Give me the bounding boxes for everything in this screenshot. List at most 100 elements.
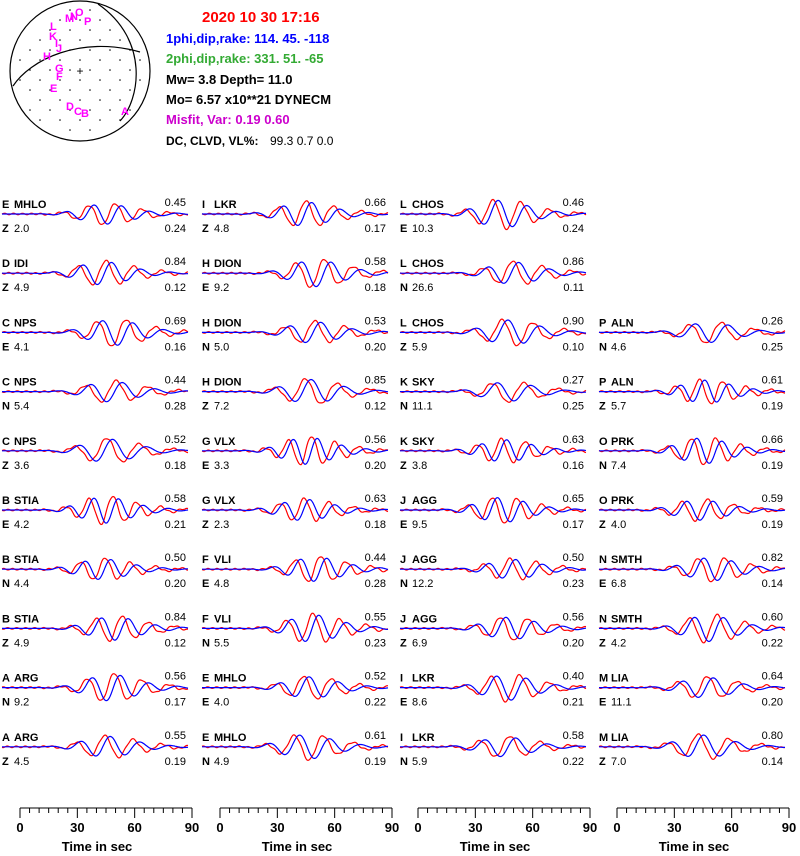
station-name: DION <box>214 258 242 270</box>
x-tick-label: 30 <box>270 820 284 835</box>
synthetic-waveform <box>400 616 587 640</box>
distance-value: 4.9 <box>214 756 229 768</box>
site-code: O <box>599 436 608 448</box>
component-label: E <box>400 519 407 531</box>
component-label: Z <box>599 401 606 413</box>
station-name: PRK <box>611 495 634 507</box>
waveform-panel: J AGG 0.50 N 12.2 0.23 <box>399 552 587 590</box>
distance-value: 4.6 <box>611 341 626 353</box>
site-code: M <box>599 732 608 744</box>
correlation-value: 0.44 <box>165 375 186 387</box>
x-tick-label: 60 <box>724 820 738 835</box>
x-axis-label: Time in sec <box>460 839 531 854</box>
synthetic-waveform <box>400 737 587 758</box>
magnitude-depth-text: Mw= 3.8 Depth= 11.0 <box>166 72 292 87</box>
site-code: P <box>599 317 606 329</box>
beachball-station-label: D <box>66 101 74 113</box>
waveform-panel: B STIA 0.84 Z 4.9 0.12 <box>1 611 189 649</box>
station-name: NPS <box>14 436 37 448</box>
waveform-panel: M LIA 0.80 Z 7.0 0.14 <box>598 730 786 768</box>
distance-value: 3.8 <box>412 460 427 472</box>
correlation-value: 0.50 <box>165 552 186 564</box>
station-name: ARG <box>14 673 38 685</box>
distance-value: 7.4 <box>611 460 626 472</box>
beachball-station-label: O <box>75 7 84 19</box>
variance-value: 0.22 <box>365 697 386 709</box>
site-code: J <box>400 554 406 566</box>
site-code: D <box>2 258 10 270</box>
waveform-panel: L CHOS 0.86 N 26.6 0.11 <box>399 256 587 294</box>
station-name: LKR <box>214 199 237 211</box>
waveform-panel: G VLX 0.56 E 3.3 0.20 <box>201 434 389 472</box>
waveform-panel: G VLX 0.63 Z 2.3 0.18 <box>201 493 389 531</box>
misfit-variance-text: Misfit, Var: 0.19 0.60 <box>166 112 290 127</box>
x-tick-label: 90 <box>782 820 796 835</box>
synthetic-waveform <box>400 439 587 462</box>
synthetic-waveform <box>2 497 189 524</box>
variance-value: 0.28 <box>365 578 386 590</box>
correlation-value: 0.63 <box>563 434 584 446</box>
site-code: I <box>202 199 205 211</box>
synthetic-waveform <box>202 498 388 521</box>
synthetic-waveform <box>2 674 189 702</box>
station-name: VLI <box>214 554 231 566</box>
site-code: P <box>599 377 606 389</box>
distance-value: 6.9 <box>412 637 427 649</box>
site-code: E <box>202 673 209 685</box>
distance-value: 5.5 <box>214 637 229 649</box>
waveform-panel: E MHLO 0.45 Z 2.0 0.24 <box>1 197 189 235</box>
variance-value: 0.20 <box>165 578 186 590</box>
site-code: J <box>400 495 406 507</box>
x-tick-label: 60 <box>127 820 141 835</box>
variance-value: 0.19 <box>762 401 783 413</box>
correlation-value: 0.55 <box>165 730 186 742</box>
waveform-panel: I LKR 0.58 N 5.9 0.22 <box>399 730 587 768</box>
x-tick-label: 0 <box>613 820 620 835</box>
waveform-panel: A ARG 0.55 Z 4.5 0.19 <box>1 730 189 768</box>
synthetic-waveform <box>202 437 389 465</box>
distance-value: 2.3 <box>214 519 229 531</box>
correlation-value: 0.60 <box>762 611 783 623</box>
component-label: E <box>2 341 9 353</box>
correlation-value: 0.84 <box>165 256 186 268</box>
correlation-value: 0.44 <box>365 552 386 564</box>
waveform-panel: L CHOS 0.90 Z 5.9 0.10 <box>399 315 587 353</box>
component-label: E <box>202 697 209 709</box>
x-tick-label: 0 <box>16 820 23 835</box>
variance-value: 0.18 <box>165 460 186 472</box>
site-code: O <box>599 495 608 507</box>
synthetic-waveform <box>202 202 389 227</box>
variance-value: 0.20 <box>365 460 386 472</box>
station-name: CHOS <box>412 199 444 211</box>
station-name: CHOS <box>412 317 444 329</box>
variance-value: 0.24 <box>165 223 186 235</box>
beachball-station-label: M <box>65 13 74 25</box>
station-name: VLX <box>214 495 236 507</box>
station-name: AGG <box>412 495 437 507</box>
site-code: H <box>202 317 210 329</box>
site-code: E <box>202 732 209 744</box>
waveform-panel: O PRK 0.59 Z 4.0 0.19 <box>598 493 786 531</box>
variance-value: 0.25 <box>563 401 584 413</box>
correlation-value: 0.63 <box>365 493 386 505</box>
nodal-plane-1-text: 1phi,dip,rake: 114. 45. -118 <box>166 31 329 46</box>
time-axes: 0 30 60 90 Time in sec 0 30 60 90 Time in sec 0 30 6… <box>16 807 796 854</box>
beachball-center-mark: + <box>76 64 83 78</box>
component-label: Z <box>202 223 209 235</box>
variance-value: 0.22 <box>563 756 584 768</box>
variance-value: 0.21 <box>563 697 584 709</box>
waveform-panel: N SMTH 0.60 Z 4.2 0.22 <box>598 611 786 649</box>
x-tick-label: 60 <box>525 820 539 835</box>
nodal-plane-2 <box>97 3 137 122</box>
station-name: STIA <box>14 495 39 507</box>
synthetic-waveform <box>599 734 785 758</box>
site-code: H <box>202 377 210 389</box>
distance-value: 4.9 <box>14 282 29 294</box>
synthetic-waveform <box>202 261 389 288</box>
waveform-panel: C NPS 0.69 E 4.1 0.16 <box>1 315 189 353</box>
correlation-value: 0.56 <box>365 434 386 446</box>
beachball-station-label: L <box>50 21 57 33</box>
variance-value: 0.19 <box>762 519 783 531</box>
synthetic-waveform <box>599 323 786 344</box>
synthetic-waveform <box>599 677 786 699</box>
